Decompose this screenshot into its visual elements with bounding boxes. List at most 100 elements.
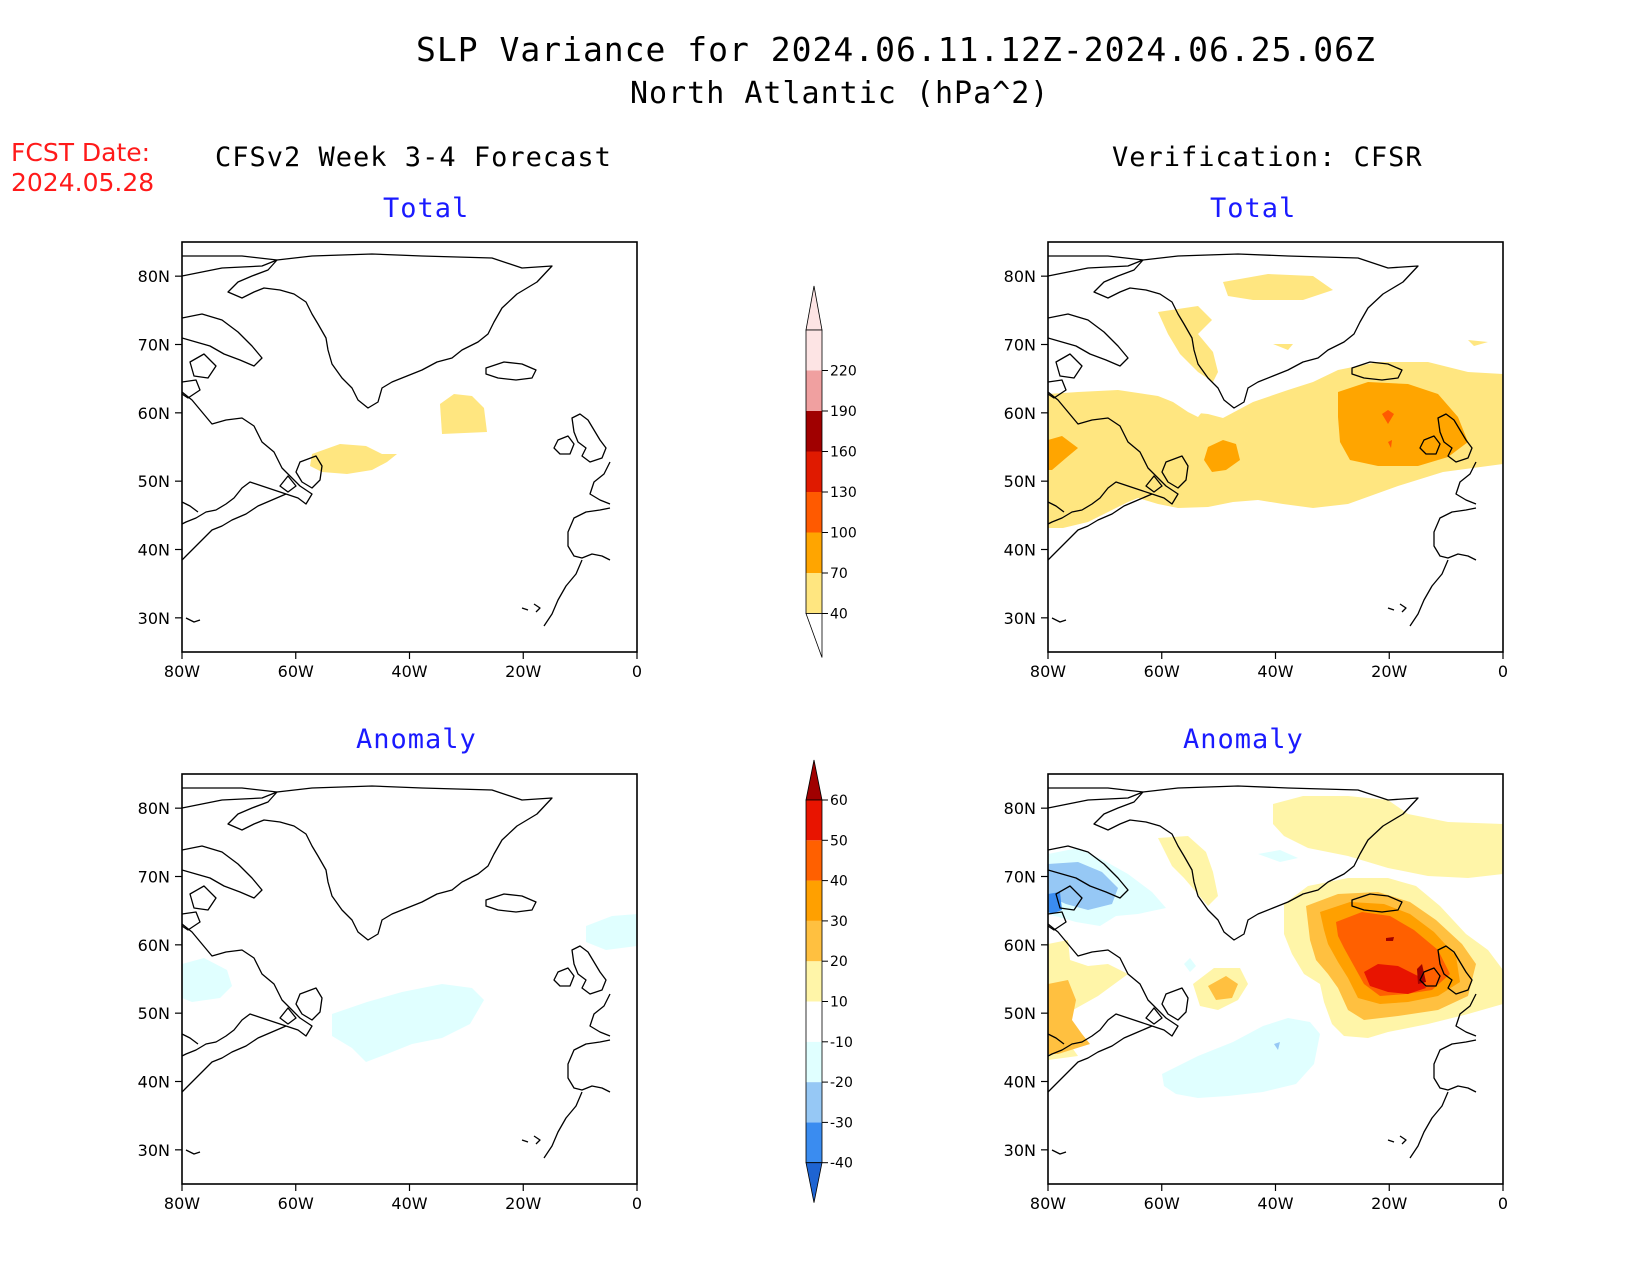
- lon-tick-label: 20W: [505, 662, 541, 681]
- figure-title: SLP Variance for 2024.06.11.12Z-2024.06.…: [416, 30, 1376, 69]
- lon-tick-label: 0: [1498, 662, 1508, 681]
- colorbar-segment: [806, 800, 822, 841]
- lon-tick-label: 80W: [1030, 662, 1066, 681]
- lon-tick-label: 0: [632, 1194, 642, 1213]
- colorbar-extend-top: [805, 759, 823, 801]
- contour-region: [182, 958, 232, 1002]
- contour-region: [586, 914, 637, 950]
- lat-tick-label: 50N: [1004, 472, 1036, 491]
- lat-tick-label: 70N: [138, 336, 170, 355]
- lon-tick-label: 80W: [164, 1194, 200, 1213]
- colorbar-segment: [806, 840, 822, 881]
- lat-tick-label: 70N: [138, 868, 170, 887]
- contour-fills: [310, 394, 487, 474]
- lat-tick-label: 40N: [1004, 1073, 1036, 1092]
- panel-title-verification-total: Total: [1210, 193, 1297, 224]
- colorbar-label: 10: [830, 995, 848, 1011]
- lat-tick-label: 70N: [1004, 868, 1036, 887]
- colorbar-label: 130: [830, 485, 857, 501]
- contour-region: [1158, 306, 1218, 382]
- contour-region: [1468, 340, 1488, 346]
- lon-tick-label: 40W: [1257, 1194, 1293, 1213]
- colorbar-segment: [806, 880, 822, 921]
- panel-title-verification-anomaly: Anomaly: [1183, 724, 1304, 755]
- map-frame: [181, 773, 638, 1185]
- lon-tick-label: 20W: [1371, 1194, 1407, 1213]
- colorbar-label: 220: [830, 364, 857, 380]
- lat-tick-label: 50N: [138, 1004, 170, 1023]
- lon-tick-label: 60W: [1144, 662, 1180, 681]
- colorbar-segment: [806, 1082, 822, 1123]
- lat-tick-label: 60N: [138, 936, 170, 955]
- lon-tick-label: 60W: [278, 1194, 314, 1213]
- colorbar-label: 20: [830, 954, 848, 970]
- lon-tick-label: 80W: [1030, 1194, 1066, 1213]
- contour-region: [1048, 862, 1118, 910]
- contour-fills: [1048, 274, 1503, 528]
- colorbar-segment: [806, 492, 822, 533]
- lon-tick-label: 0: [1498, 1194, 1508, 1213]
- colorbar-label: 60: [830, 793, 848, 809]
- map-panel-verification-anomaly: 80N 70N 60N 50N 40N 30N 80W 60W 40W 20W 0: [1004, 773, 1508, 1213]
- colorbar-label: 70: [830, 566, 848, 582]
- colorbar-label: 100: [830, 526, 857, 542]
- contour-region: [1364, 964, 1426, 994]
- lat-tick-label: 30N: [138, 1141, 170, 1160]
- colorbar-extend-bottom: [805, 613, 823, 658]
- contour-region: [1184, 958, 1196, 972]
- panel-title-forecast-total: Total: [383, 193, 470, 224]
- contour-fills: [182, 914, 637, 1062]
- colorbar-label: -20: [830, 1075, 853, 1091]
- lat-tick-label: 60N: [138, 404, 170, 423]
- colorbar-segment: [806, 451, 822, 492]
- colorbar-segment: [806, 1001, 822, 1042]
- colorbar-segment: [806, 330, 822, 371]
- lat-tick-label: 30N: [1004, 609, 1036, 628]
- panel-title-forecast-anomaly: Anomaly: [356, 724, 477, 755]
- colorbar-extend-bottom: [805, 1162, 823, 1203]
- map-panel-forecast-total: 80N 70N 60N 50N 40N 30N 80W 60W 40W 20W 0: [138, 241, 642, 681]
- lat-tick-label: 40N: [138, 541, 170, 560]
- contour-region: [1274, 1042, 1280, 1050]
- contour-region: [1382, 410, 1394, 424]
- verification-column-title: Verification: CFSR: [1112, 142, 1423, 173]
- fcst-date-label: FCST Date:: [11, 138, 151, 167]
- coastline: [182, 785, 611, 1159]
- contour-region: [332, 984, 484, 1062]
- colorbar-anomaly: -40 -30 -20 -10 10 20 30 40 50 60: [805, 759, 853, 1203]
- lon-tick-label: 0: [632, 662, 642, 681]
- colorbar-label: 40: [830, 607, 848, 623]
- contour-region: [1273, 344, 1293, 350]
- lat-tick-label: 80N: [1004, 799, 1036, 818]
- contour-fills: [1048, 796, 1503, 1098]
- lat-tick-label: 70N: [1004, 336, 1036, 355]
- lat-tick-label: 80N: [138, 799, 170, 818]
- colorbar-label: -10: [830, 1035, 853, 1051]
- contour-region: [1223, 274, 1333, 300]
- lon-tick-label: 40W: [391, 662, 427, 681]
- colorbar-total: 40 70 100 130 160 190 220: [805, 285, 857, 658]
- contour-region: [1273, 796, 1503, 878]
- lat-tick-label: 30N: [138, 609, 170, 628]
- contour-region: [1188, 397, 1206, 417]
- contour-region: [440, 394, 487, 434]
- contour-region: [1158, 836, 1218, 906]
- map-panel-verification-total: 80N 70N 60N 50N 40N 30N 80W 60W 40W 20W 0: [1004, 241, 1508, 681]
- colorbar-segment: [806, 532, 822, 573]
- colorbar-segment: [806, 411, 822, 452]
- contour-region: [1048, 436, 1078, 470]
- contour-region: [310, 444, 397, 474]
- colorbar-label: -30: [830, 1115, 853, 1131]
- lat-tick-label: 50N: [138, 472, 170, 491]
- map-panel-forecast-anomaly: 80N 70N 60N 50N 40N 30N 80W 60W 40W 20W 0: [138, 773, 642, 1213]
- colorbar-segment: [806, 1122, 822, 1163]
- lon-tick-label: 20W: [505, 1194, 541, 1213]
- contour-region: [1048, 980, 1090, 1054]
- contour-region: [1258, 850, 1298, 862]
- colorbar-label: -40: [830, 1156, 853, 1172]
- forecast-column-title: CFSv2 Week 3-4 Forecast: [215, 142, 612, 173]
- contour-region: [1388, 440, 1392, 448]
- colorbar-label: 30: [830, 914, 848, 930]
- colorbar-label: 50: [830, 833, 848, 849]
- colorbar-segment: [806, 1041, 822, 1083]
